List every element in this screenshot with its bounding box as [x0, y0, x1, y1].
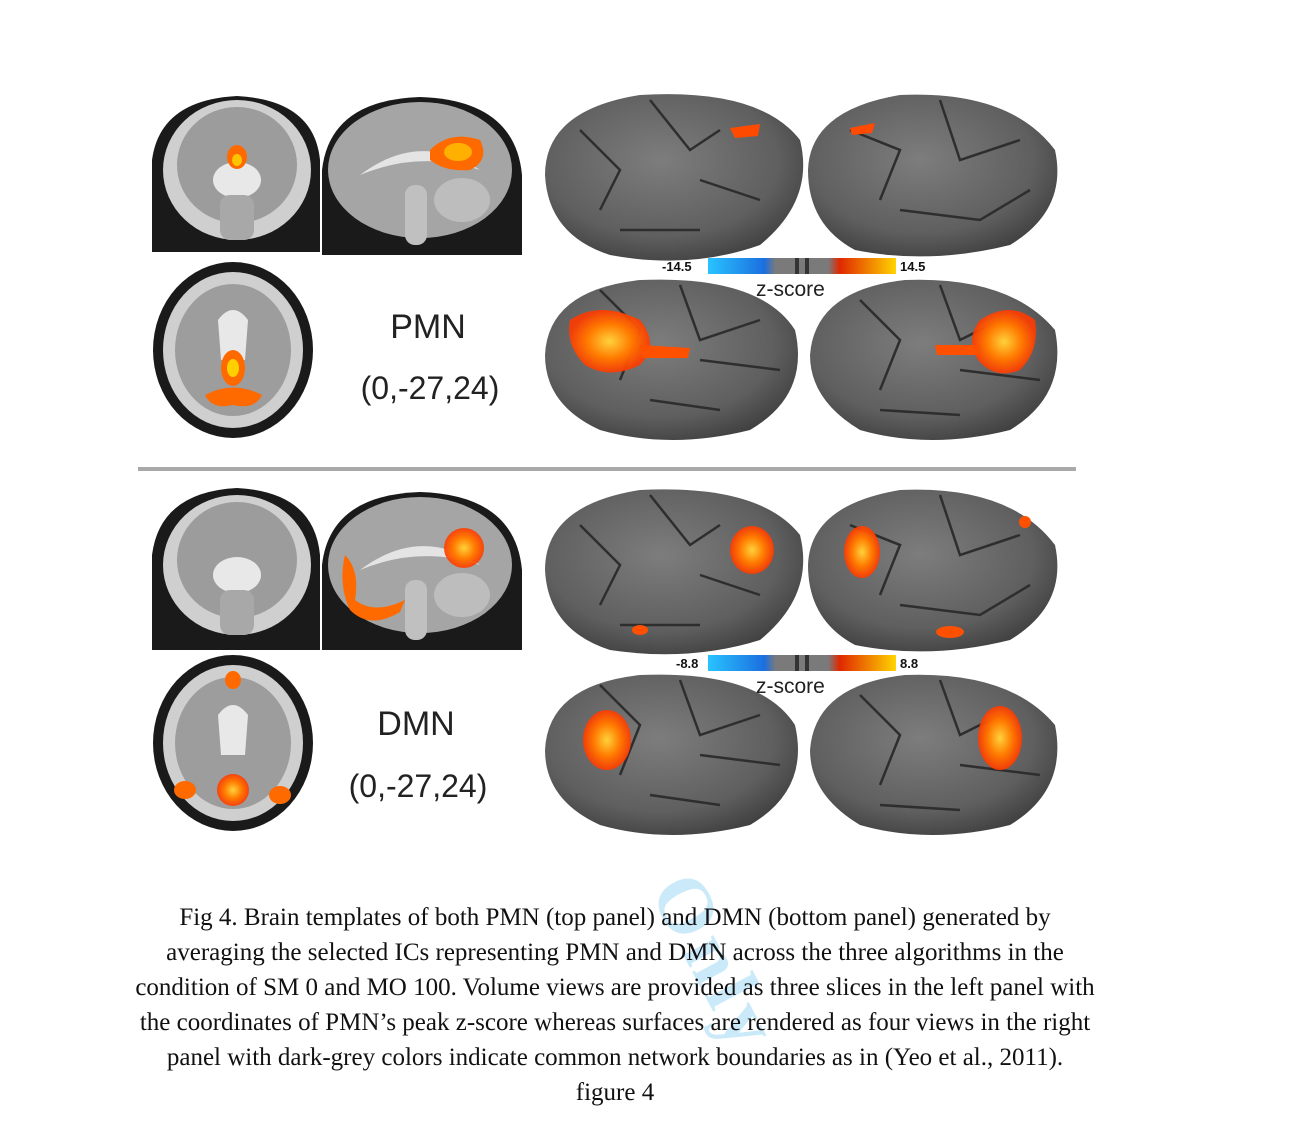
pmn-panel: [152, 94, 1058, 440]
dmn-surface-lateral-right: [808, 489, 1058, 652]
caption-line: Fig 4. Brain templates of both PMN (top …: [179, 904, 1051, 931]
dmn-sagittal-slice: [322, 492, 522, 650]
brain-figure: [138, 94, 1076, 835]
dmn-colorbar-max: 8.8: [900, 656, 919, 671]
pmn-surface-medial-left: [545, 279, 798, 440]
figure-number-label: figure 4: [575, 1079, 655, 1106]
figure: PMN (0,-27,24) -14.5 14.5 z-score DMN (0…: [138, 94, 1076, 835]
dmn-colorbar-min: -8.8: [676, 656, 699, 671]
pmn-coronal-slice: [152, 96, 320, 252]
pmn-colorbar-max: 14.5: [900, 259, 926, 274]
pmn-axial-slice: [153, 262, 313, 438]
pmn-colorbar-min: -14.5: [662, 259, 692, 274]
pmn-colorbar: [708, 258, 896, 274]
dmn-coordinates: (0,-27,24): [348, 768, 488, 804]
dmn-axial-slice: [153, 655, 313, 831]
caption-line: averaging the selected ICs representing …: [166, 939, 1064, 966]
dmn-colorbar-title: z-score: [756, 675, 825, 698]
pmn-surface-lateral-left: [545, 94, 804, 261]
dmn-panel: [152, 488, 1058, 835]
pmn-network-label: PMN: [390, 308, 466, 346]
dmn-coronal-slice: [152, 488, 320, 650]
caption-line: condition of SM 0 and MO 100. Volume vie…: [135, 974, 1095, 1001]
dmn-surface-lateral-left: [545, 489, 804, 655]
caption-line: the coordinates of PMN’s peak z-score wh…: [139, 1009, 1091, 1036]
dmn-surface-medial-left: [545, 674, 798, 835]
pmn-coordinates: (0,-27,24): [360, 370, 500, 406]
figure-caption: Fig 4. Brain templates of both PMN (top …: [20, 900, 1210, 1110]
pmn-colorbar-title: z-score: [756, 278, 825, 301]
caption-line: panel with dark-grey colors indicate com…: [166, 1044, 1064, 1071]
dmn-colorbar: [708, 655, 896, 671]
pmn-sagittal-slice: [322, 97, 522, 255]
pmn-surface-lateral-right: [808, 94, 1058, 257]
pmn-surface-medial-right: [810, 279, 1058, 440]
dmn-surface-medial-right: [810, 674, 1058, 835]
dmn-network-label: DMN: [377, 705, 455, 743]
